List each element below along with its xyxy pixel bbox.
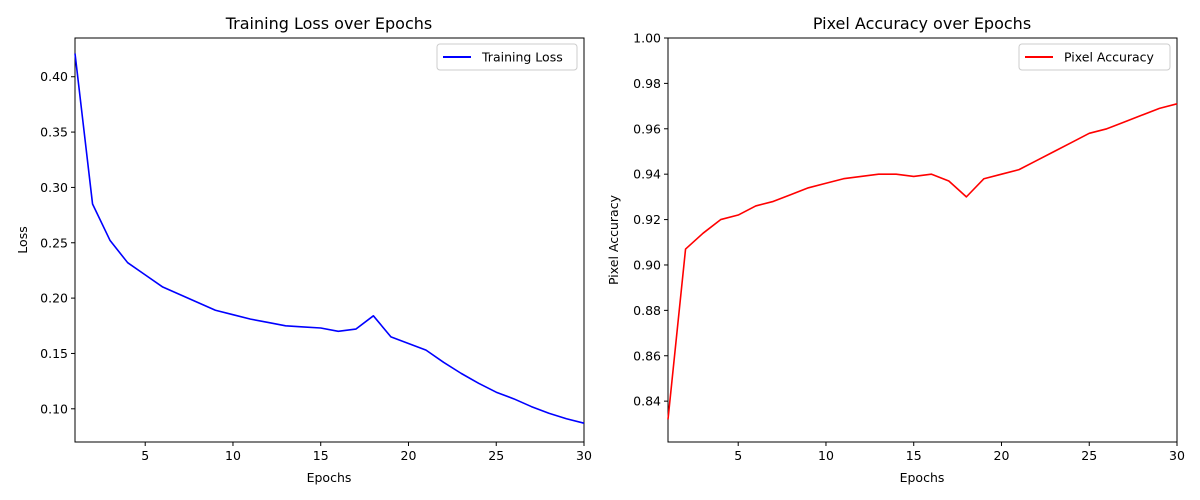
- y-tick-label: 0.30: [40, 180, 68, 195]
- legend-label: Training Loss: [481, 50, 563, 65]
- plot-frame: [667, 37, 1178, 443]
- legend: Pixel Accuracy: [1018, 43, 1171, 71]
- plot-frame: [74, 37, 585, 443]
- y-tick-label: 0.98: [633, 76, 661, 91]
- y-tick-label: 0.35: [40, 125, 68, 140]
- x-tick-label: 10: [818, 448, 834, 463]
- ticks: 5 10 15 20 25 30 0.10 0.15 0.20 0.25 0.30 0.35 0.40: [40, 69, 592, 463]
- y-tick-label: 0.96: [633, 121, 661, 136]
- plot-area: [74, 53, 585, 424]
- x-tick-label: 30: [576, 448, 592, 463]
- y-tick-label: 0.20: [40, 291, 68, 306]
- chart-title: Training Loss over Epochs: [225, 14, 433, 33]
- plot-area: [667, 103, 1178, 420]
- x-tick-label: 20: [401, 448, 417, 463]
- series-line: [74, 53, 585, 424]
- y-axis-label: Loss: [15, 226, 30, 253]
- series-line: [667, 103, 1178, 420]
- legend-label: Pixel Accuracy: [1064, 50, 1155, 65]
- legend: Training Loss: [436, 43, 578, 71]
- x-tick-label: 10: [225, 448, 241, 463]
- y-tick-label: 0.40: [40, 69, 68, 84]
- loss-chart: Training Loss over Epochs Epochs Loss 5 1…: [15, 14, 592, 485]
- y-tick-label: 0.10: [40, 401, 68, 416]
- x-tick-label: 5: [734, 448, 742, 463]
- ticks: 5 10 15 20 25 30 0.84 0.86 0.88 0.90 0.92 0.94 0.96 0…: [633, 31, 1185, 464]
- chart-title: Pixel Accuracy over Epochs: [813, 14, 1031, 33]
- y-tick-label: 0.15: [40, 346, 68, 361]
- y-tick-label: 0.90: [633, 257, 661, 272]
- legend-box: [436, 43, 578, 71]
- x-tick-label: 5: [141, 448, 149, 463]
- x-tick-label: 20: [994, 448, 1010, 463]
- y-tick-label: 0.94: [633, 167, 661, 182]
- y-tick-label: 1.00: [633, 31, 661, 46]
- accuracy-chart: Pixel Accuracy over Epochs Epochs Pixel …: [606, 14, 1185, 485]
- y-tick-label: 0.86: [633, 348, 661, 363]
- y-tick-label: 0.84: [633, 394, 661, 409]
- legend-box: [1018, 43, 1171, 71]
- x-tick-label: 30: [1169, 448, 1185, 463]
- x-axis-label: Epochs: [307, 470, 352, 485]
- y-tick-label: 0.92: [633, 212, 661, 227]
- y-tick-label: 0.25: [40, 235, 68, 250]
- y-axis-label: Pixel Accuracy: [606, 194, 621, 285]
- x-tick-label: 25: [1081, 448, 1097, 463]
- x-tick-label: 15: [906, 448, 922, 463]
- x-tick-label: 25: [488, 448, 504, 463]
- y-tick-label: 0.88: [633, 303, 661, 318]
- x-axis-label: Epochs: [900, 470, 945, 485]
- x-tick-label: 15: [313, 448, 329, 463]
